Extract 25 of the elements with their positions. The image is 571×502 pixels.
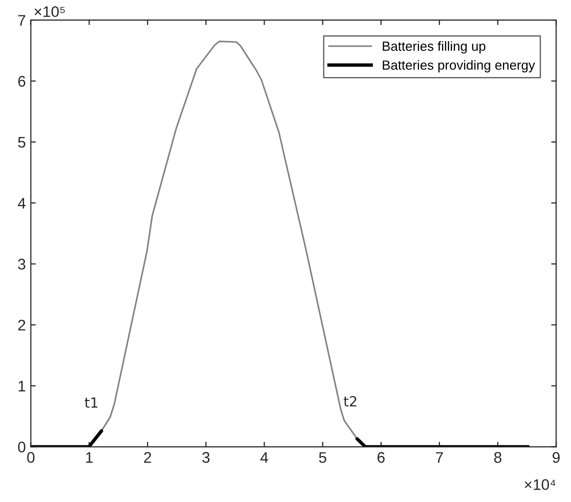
x-tick-label: 9 (552, 452, 560, 463)
text: ×10⁴ (524, 479, 556, 490)
y-tick-label: 5 (18, 137, 26, 148)
x-tick-label: 0 (27, 452, 34, 463)
y-tick-label: 3 (18, 258, 26, 270)
line-series (100, 40, 358, 440)
y-tick-label: 4 (18, 198, 26, 208)
x-tick-label: 7 (436, 452, 443, 463)
y-tick-label: 6 (18, 76, 26, 87)
y-tick-label: 1 (18, 380, 26, 392)
x-tick-label: 3 (202, 452, 210, 463)
x-tick-label: 6 (378, 452, 385, 463)
x-tick-label: 8 (494, 452, 502, 463)
x-tick-label: 2 (144, 452, 152, 463)
annotation: t1 (84, 397, 98, 408)
x-tick-label: 5 (319, 452, 326, 463)
legend-label: Batteries providing energy (382, 60, 536, 72)
y-tick-label: 7 (18, 15, 26, 26)
x-tick-label: 4 (260, 452, 268, 463)
y-tick-label: 2 (18, 320, 26, 330)
annotation: t2 (344, 396, 356, 406)
y-tick-label: 0 (18, 442, 26, 452)
x-tick-label: 1 (86, 452, 93, 463)
legend-label: Batteries filling up (382, 41, 486, 54)
text: ×10⁵ (34, 6, 65, 18)
